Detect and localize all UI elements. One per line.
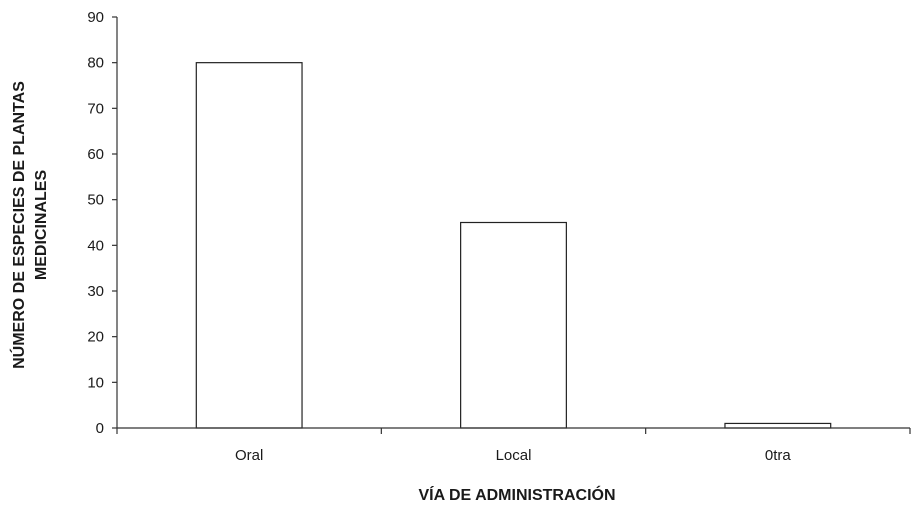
x-tick-label: Local bbox=[496, 447, 532, 464]
y-tick-label: 80 bbox=[87, 55, 104, 72]
y-tick-label: 20 bbox=[87, 329, 104, 346]
x-axis: Oral Local 0tra bbox=[116, 427, 911, 464]
y-axis-title-line-1: NÚMERO DE ESPECIES DE PLANTAS bbox=[9, 81, 28, 369]
y-tick-label: 10 bbox=[87, 374, 104, 391]
y-tick-label: 60 bbox=[87, 146, 104, 163]
bar-local bbox=[460, 221, 567, 429]
y-axis-title-line-2: MEDICINALES bbox=[33, 170, 50, 281]
bar-oral bbox=[195, 62, 303, 429]
x-axis-title: VÍA DE ADMINISTRACIÓN bbox=[418, 485, 615, 504]
y-tick-label: 70 bbox=[87, 100, 104, 117]
bar-0tra bbox=[724, 422, 832, 429]
y-axis-title: NÚMERO DE ESPECIES DE PLANTAS MEDICINALE… bbox=[9, 81, 50, 369]
y-tick-label: 40 bbox=[87, 237, 104, 254]
y-axis: 0 10 20 30 40 50 60 70 80 90 bbox=[87, 9, 118, 437]
y-tick-label: 30 bbox=[87, 283, 104, 300]
x-tick-label: 0tra bbox=[765, 447, 792, 464]
x-tick-label: Oral bbox=[235, 447, 263, 464]
y-tick-label: 90 bbox=[87, 9, 104, 26]
bars bbox=[195, 62, 832, 429]
y-tick-label: 50 bbox=[87, 192, 104, 209]
y-tick-label: 0 bbox=[96, 420, 104, 437]
